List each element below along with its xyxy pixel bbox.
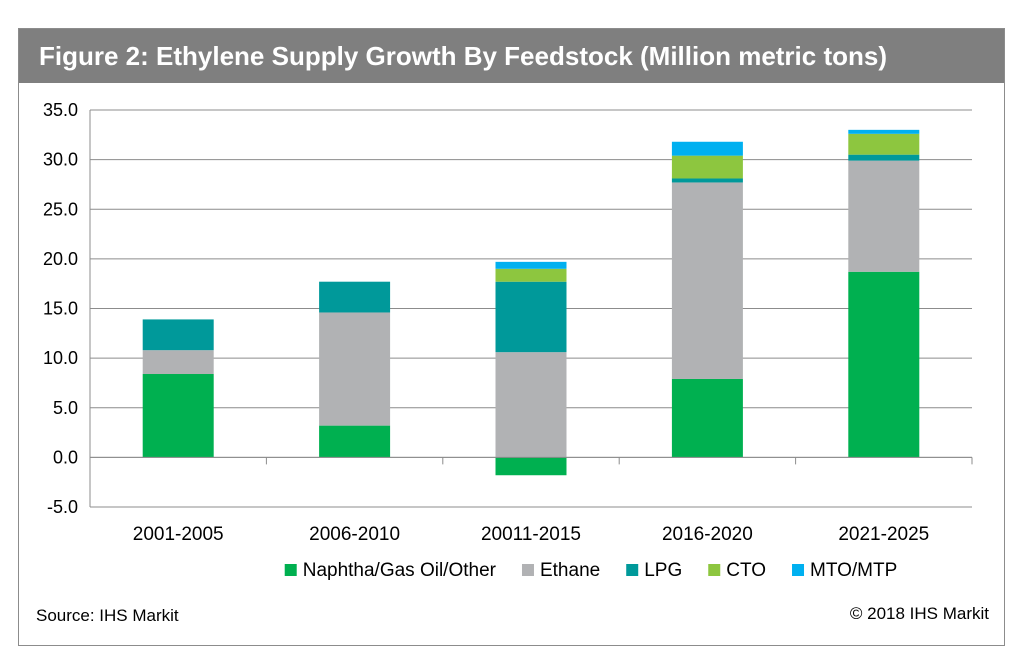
bar-segment — [671, 378, 743, 458]
chart-title: Figure 2: Ethylene Supply Growth By Feed… — [19, 29, 1004, 83]
bar-segment — [671, 178, 743, 183]
bar-segment — [142, 319, 214, 351]
legend-swatch — [284, 564, 297, 576]
y-tick-label: 35.0 — [43, 100, 78, 120]
y-axis: -5.0 0.0 5.0 10.0 15.0 20.0 25.0 30.0 35.0 — [43, 100, 91, 517]
legend-swatch — [792, 564, 805, 576]
legend-swatch — [626, 564, 639, 576]
bar-segment — [495, 261, 567, 269]
x-axis: 2001-2005 2006-2010 20011-2015 2016-2020 202… — [89, 456, 973, 545]
legend-swatch — [708, 564, 721, 576]
bar-segment — [495, 352, 567, 458]
y-tick-label: -5.0 — [47, 497, 78, 517]
copyright-note: © 2018 IHS Markit — [849, 604, 989, 623]
bar-segment — [319, 425, 391, 458]
bar-segment — [495, 281, 567, 353]
legend-label: MTO/MTP — [810, 560, 897, 581]
y-tick-label: 10.0 — [43, 348, 78, 368]
legend-label: CTO — [726, 560, 766, 581]
bar-segment — [142, 350, 214, 375]
legend-swatch — [521, 564, 534, 576]
bar-segment — [671, 155, 743, 179]
y-tick-label: 20.0 — [43, 249, 78, 269]
bar-segment — [495, 457, 567, 476]
bar-segment — [848, 133, 920, 155]
source-note: Source: IHS Markit — [36, 606, 179, 625]
bar-segment — [848, 154, 920, 161]
x-tick-label: 2006-2010 — [309, 524, 400, 545]
bar-segment — [319, 281, 391, 313]
y-tick-label: 30.0 — [43, 150, 78, 170]
y-tick-label: 25.0 — [43, 199, 78, 219]
legend-label: Naphtha/Gas Oil/Other — [303, 560, 497, 581]
x-tick-label: 20011-2015 — [481, 524, 581, 545]
y-tick-label: 5.0 — [53, 398, 78, 418]
x-tick-label: 2016-2020 — [662, 524, 753, 545]
bar-segment — [495, 268, 567, 282]
bars — [142, 129, 920, 476]
bar-segment — [848, 271, 920, 458]
bar-segment — [671, 182, 743, 379]
legend-label: Ethane — [540, 560, 600, 581]
bar-segment — [848, 129, 920, 134]
bar-segment — [319, 312, 391, 426]
legend-label: LPG — [644, 560, 682, 581]
legend: Naphtha/Gas Oil/Other Ethane LPG CTO MTO/MTP — [284, 560, 897, 581]
x-tick-label: 2001-2005 — [133, 524, 224, 545]
x-tick-label: 2021-2025 — [838, 524, 929, 545]
y-tick-label: 15.0 — [43, 299, 78, 319]
bar-segment — [142, 374, 214, 458]
bar-segment — [848, 160, 920, 272]
bar-segment — [671, 141, 743, 156]
y-tick-label: 0.0 — [53, 447, 78, 467]
